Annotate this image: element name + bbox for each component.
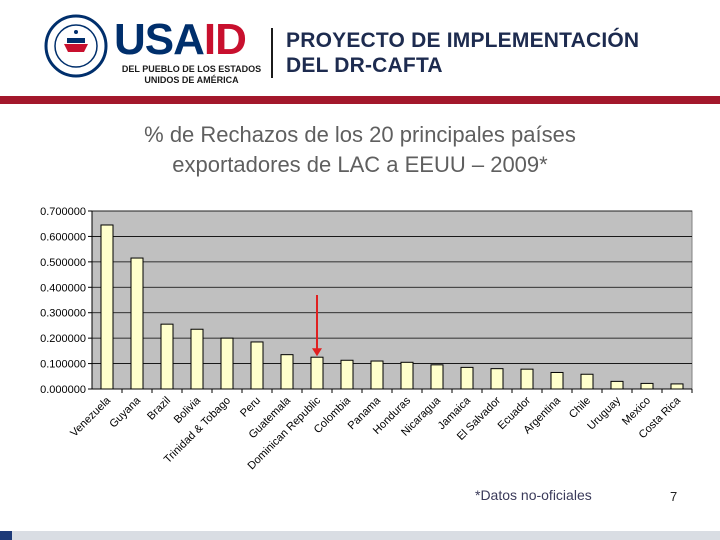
bar-dominican-republic [310, 356, 324, 390]
bar-chile [580, 373, 594, 390]
bar-trinidad-tobago [220, 337, 234, 390]
usaid-tagline: DEL PUEBLO DE LOS ESTADOS UNIDOS DE AMÉR… [119, 64, 264, 86]
usaid-tagline-line1: DEL PUEBLO DE LOS ESTADOS [121, 64, 262, 74]
bar-costa-rica [670, 383, 684, 390]
bar-panama [370, 360, 384, 390]
x-tick-label: Brazil [145, 395, 173, 423]
usaid-seal-icon [44, 14, 108, 78]
y-tick-label: 0.100000 [40, 359, 86, 371]
slide-title-line2: exportadores de LAC a EEUU – 2009* [172, 152, 548, 177]
bar-colombia [340, 359, 354, 390]
y-tick-label: 0.400000 [40, 282, 86, 294]
slide-title-line1: % de Rechazos de los 20 principales país… [144, 122, 576, 147]
page-number: 7 [670, 489, 678, 504]
y-tick-label: 0.500000 [40, 257, 86, 269]
y-tick-label: 0.200000 [40, 333, 86, 345]
bar-guatemala [280, 354, 294, 390]
project-title-line1: PROYECTO DE IMPLEMENTACIÓN [286, 29, 640, 52]
y-tick-label: 0.000000 [40, 384, 86, 396]
bar-mexico [640, 382, 654, 390]
bar-uruguay [610, 380, 624, 390]
project-title-line2: DEL DR-CAFTA [286, 54, 443, 77]
y-tick-label: 0.600000 [40, 231, 86, 243]
highlight-arrow-head [312, 348, 322, 357]
bar-bolivia [190, 328, 204, 390]
usaid-tagline-line2: UNIDOS DE AMÉRICA [144, 75, 239, 85]
bar-nicaragua [430, 364, 444, 390]
usaid-wordmark: USAID [114, 15, 247, 64]
bar-venezuela [100, 224, 114, 390]
header-red-band [0, 96, 720, 104]
bar-el-salvador [490, 368, 504, 390]
x-tick-label: Chile [567, 395, 593, 421]
slide-header: USAID DEL PUEBLO DE LOS ESTADOS UNIDOS D… [0, 0, 720, 96]
x-tick-label: Venezuela [68, 394, 113, 439]
bar-honduras [400, 361, 414, 390]
header-divider [271, 28, 273, 78]
footnote: *Datos no-oficiales [475, 487, 592, 503]
bar-brazil [160, 323, 174, 390]
project-title: PROYECTO DE IMPLEMENTACIÓN DEL DR-CAFTA [286, 28, 639, 78]
plot-area [91, 210, 693, 390]
x-tick-label: Peru [238, 395, 263, 420]
rejections-bar-chart: 0.000000 0.100000 0.200000 0.300000 0.400000… [40, 206, 693, 472]
bar-ecuador [520, 368, 534, 390]
footer-square [0, 531, 12, 540]
bar-peru [250, 341, 264, 390]
y-tick-label: 0.300000 [40, 308, 86, 320]
bar-jamaica [460, 366, 474, 390]
slide-title: % de Rechazos de los 20 principales país… [80, 120, 640, 180]
y-tick-label: 0.700000 [40, 206, 86, 218]
bar-guyana [130, 257, 144, 390]
footer-bar [0, 531, 720, 540]
bar-argentina [550, 371, 564, 390]
x-tick-label: Guyana [107, 394, 143, 430]
x-tick-label: Uruguay [585, 394, 623, 432]
